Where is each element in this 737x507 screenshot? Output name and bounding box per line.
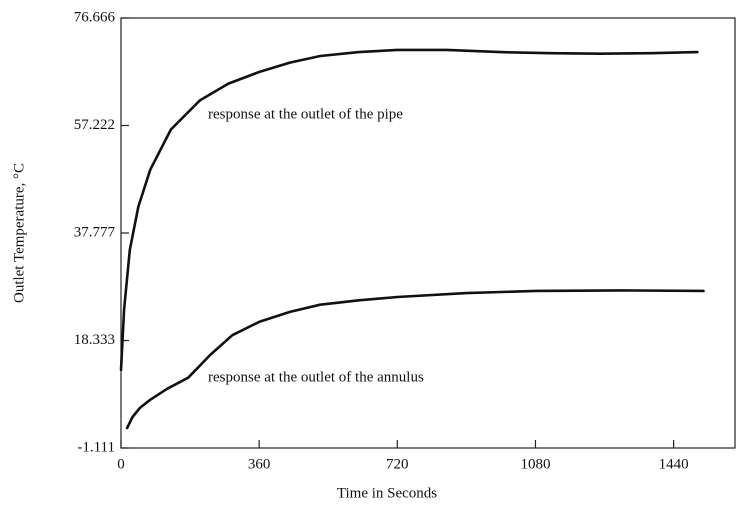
x-tick-label: 1440 <box>659 456 689 472</box>
y-tick-label: 76.666 <box>74 9 116 25</box>
y-tick-label: 37.777 <box>74 224 116 240</box>
y-tick-label: 57.222 <box>74 117 115 133</box>
y-tick-label: -1.111 <box>77 439 115 455</box>
x-tick-label: 0 <box>117 456 125 472</box>
series-annotation: response at the outlet of the pipe <box>208 106 403 122</box>
x-tick-label: 1080 <box>520 456 550 472</box>
y-axis-label: Outlet Temperature, °C <box>11 163 27 303</box>
line-series <box>119 48 699 372</box>
y-tick-label: 18.333 <box>74 332 115 348</box>
x-axis-label: Time in Seconds <box>337 485 437 501</box>
x-tick-label: 720 <box>386 456 409 472</box>
line-series <box>125 289 705 430</box>
series-annotation: response at the outlet of the annulus <box>208 369 424 385</box>
x-tick-label: 360 <box>248 456 271 472</box>
